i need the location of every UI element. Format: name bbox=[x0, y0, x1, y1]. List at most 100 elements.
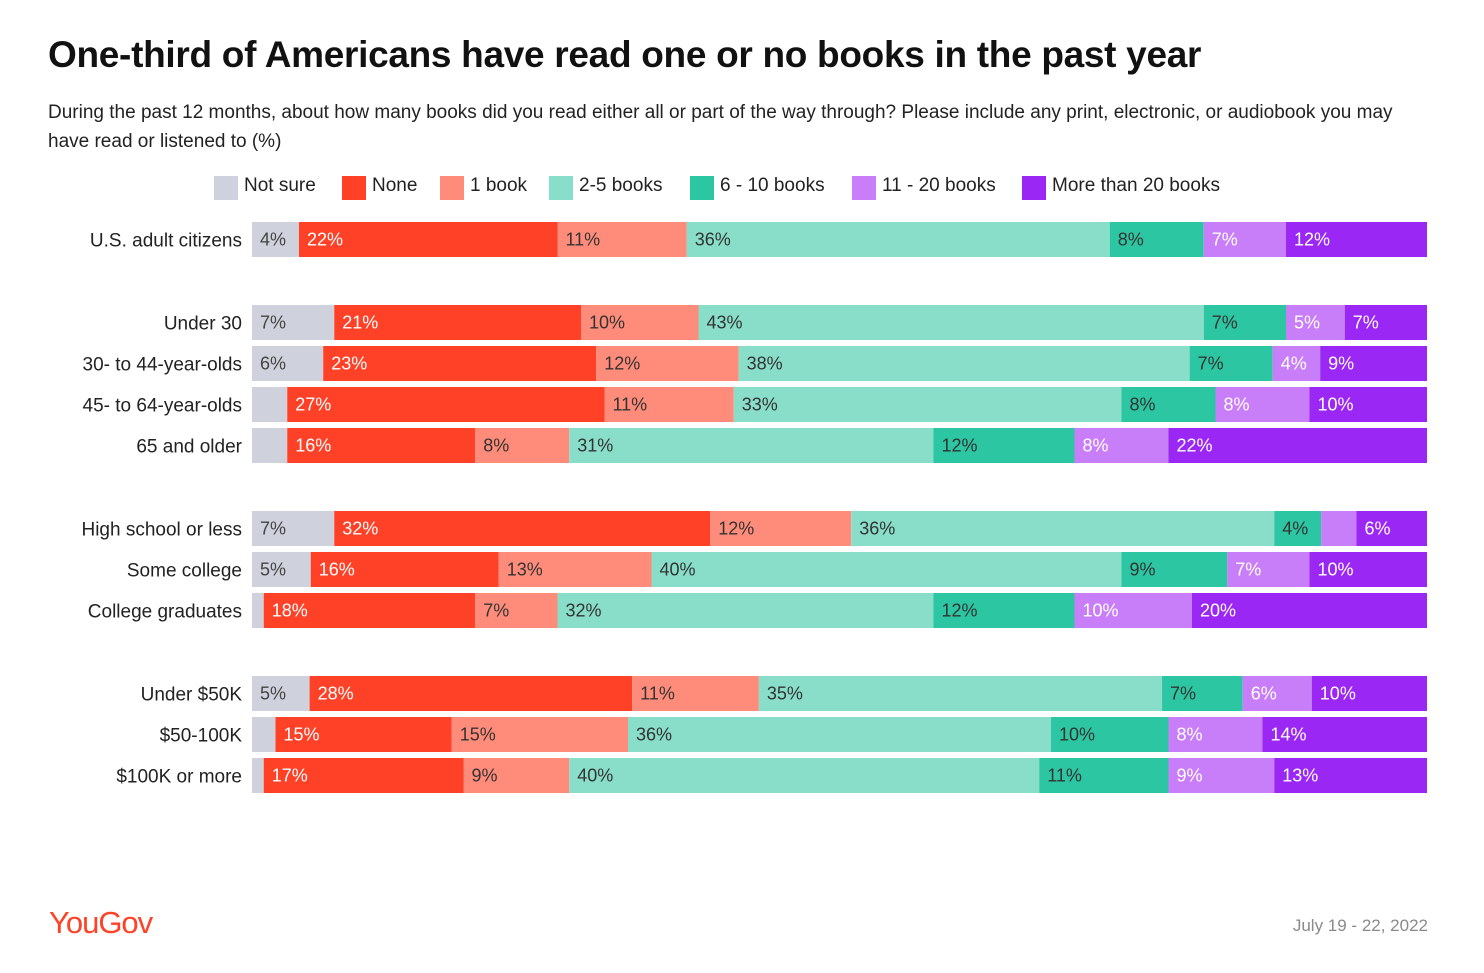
bar-segment bbox=[310, 552, 499, 587]
bar-segment bbox=[475, 593, 558, 628]
bar-segment bbox=[651, 552, 1122, 587]
bar-segment bbox=[698, 305, 1204, 340]
legend-label: Not sure bbox=[244, 175, 316, 196]
segment-value-label: 14% bbox=[1271, 725, 1307, 745]
segment-value-label: 8% bbox=[1177, 725, 1203, 745]
bar-segment bbox=[1309, 387, 1427, 422]
segment-value-label: 9% bbox=[1177, 766, 1203, 786]
chart-subtitle: During the past 12 months, about how man… bbox=[48, 102, 1393, 152]
legend-label: 6 - 10 books bbox=[720, 175, 825, 196]
bar-segment bbox=[738, 346, 1190, 381]
bar-segment bbox=[252, 552, 311, 587]
segment-value-label: 40% bbox=[577, 766, 613, 786]
segment-value-label: 7% bbox=[1235, 560, 1261, 580]
bar-segment bbox=[1051, 717, 1169, 752]
segment-value-label: 9% bbox=[1130, 560, 1156, 580]
segment-value-label: 7% bbox=[1212, 313, 1238, 333]
bar-segment bbox=[1311, 676, 1427, 711]
bar-segment bbox=[252, 222, 299, 257]
bar-segment bbox=[299, 222, 558, 257]
segment-value-label: 38% bbox=[747, 354, 783, 374]
bar-segment bbox=[252, 676, 310, 711]
segment-value-label: 6% bbox=[1365, 519, 1391, 539]
bar-segment bbox=[557, 593, 934, 628]
segment-value-label: 10% bbox=[589, 313, 625, 333]
bar-segment bbox=[1189, 346, 1273, 381]
bar-segment bbox=[851, 511, 1275, 546]
segment-value-label: 21% bbox=[342, 313, 378, 333]
bar-segment bbox=[1286, 305, 1345, 340]
segment-value-label: 12% bbox=[942, 436, 978, 456]
segment-value-label: 35% bbox=[767, 684, 803, 704]
bar-segment bbox=[686, 222, 1110, 257]
row-label: $50-100K bbox=[160, 726, 243, 747]
segment-value-label: 40% bbox=[660, 560, 696, 580]
segment-value-label: 15% bbox=[284, 725, 320, 745]
legend-label: More than 20 books bbox=[1052, 175, 1220, 196]
row-label: 30- to 44-year-olds bbox=[83, 355, 242, 376]
segment-value-label: 9% bbox=[1328, 354, 1354, 374]
segment-value-label: 8% bbox=[483, 436, 509, 456]
segment-value-label: 5% bbox=[1294, 313, 1320, 333]
bar-segment bbox=[1162, 676, 1243, 711]
segment-value-label: 15% bbox=[460, 725, 496, 745]
segment-value-label: 36% bbox=[859, 519, 895, 539]
row-label: Under $50K bbox=[141, 685, 243, 706]
bar-segment bbox=[1320, 346, 1427, 381]
bar-segment bbox=[1344, 305, 1427, 340]
segment-value-label: 12% bbox=[942, 601, 978, 621]
segment-value-label: 7% bbox=[1198, 354, 1224, 374]
segment-value-label: 28% bbox=[318, 684, 354, 704]
segment-value-label: 13% bbox=[1282, 766, 1318, 786]
bar-segment bbox=[252, 428, 288, 463]
segment-value-label: 4% bbox=[260, 230, 286, 250]
bar-segment bbox=[252, 346, 324, 381]
row-label: College graduates bbox=[88, 602, 242, 623]
bar-segment bbox=[1356, 511, 1427, 546]
bar-segment bbox=[1227, 552, 1310, 587]
segment-value-label: 32% bbox=[566, 601, 602, 621]
row-label: High school or less bbox=[81, 520, 242, 541]
segment-value-label: 11% bbox=[613, 395, 648, 415]
segment-value-label: 8% bbox=[1083, 436, 1109, 456]
chart-title: One-third of Americans have read one or … bbox=[48, 34, 1202, 75]
segment-value-label: 7% bbox=[483, 601, 509, 621]
bar-segment bbox=[1274, 511, 1322, 546]
legend-swatch bbox=[690, 176, 714, 200]
row-label: U.S. adult citizens bbox=[90, 231, 242, 252]
bar-segment bbox=[1168, 758, 1275, 793]
segment-value-label: 10% bbox=[1083, 601, 1119, 621]
bar-segment bbox=[252, 758, 264, 793]
segment-value-label: 31% bbox=[577, 436, 613, 456]
bar-segment bbox=[334, 305, 581, 340]
bar-segment bbox=[710, 511, 852, 546]
segment-value-label: 8% bbox=[1224, 395, 1250, 415]
bar-segment bbox=[1203, 222, 1286, 257]
yougov-logo: YouGov bbox=[49, 905, 153, 940]
bar-segment bbox=[451, 717, 628, 752]
bar-segment bbox=[463, 758, 570, 793]
bar-segment bbox=[1109, 222, 1204, 257]
legend-label: 2-5 books bbox=[579, 175, 663, 196]
segment-value-label: 7% bbox=[260, 519, 286, 539]
segment-value-label: 10% bbox=[1318, 395, 1354, 415]
segment-value-label: 11% bbox=[640, 684, 675, 704]
bar-segment bbox=[1274, 758, 1427, 793]
segment-value-label: 8% bbox=[1118, 230, 1144, 250]
bar-segment bbox=[1321, 511, 1357, 546]
segment-value-label: 4% bbox=[1282, 519, 1308, 539]
segment-value-label: 22% bbox=[307, 230, 343, 250]
bar-segment bbox=[628, 717, 1051, 752]
row-label: 65 and older bbox=[136, 437, 242, 458]
bar-segment bbox=[758, 676, 1163, 711]
bar-segment bbox=[309, 676, 633, 711]
bar-segment bbox=[287, 428, 476, 463]
bar-segment bbox=[581, 305, 699, 340]
bar-segment bbox=[323, 346, 597, 381]
bar-segment bbox=[263, 593, 476, 628]
bar-segment bbox=[569, 428, 934, 463]
segment-value-label: 18% bbox=[272, 601, 308, 621]
bar-segment bbox=[275, 717, 452, 752]
legend-swatch bbox=[214, 176, 238, 200]
survey-date: July 19 - 22, 2022 bbox=[1292, 916, 1428, 935]
